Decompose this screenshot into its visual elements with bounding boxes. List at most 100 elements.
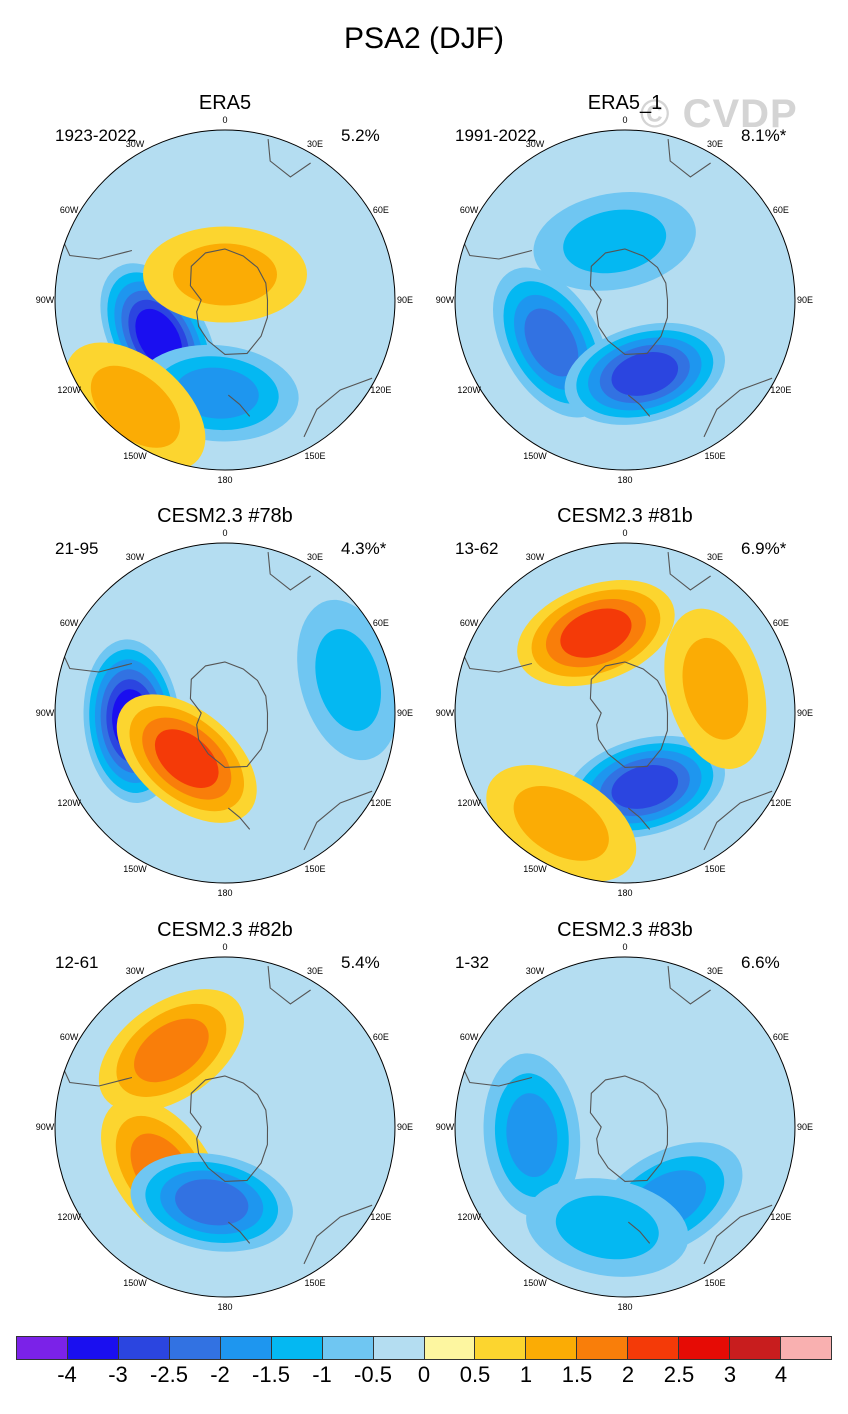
longitude-label: 180 [217, 888, 233, 898]
longitude-label: 90E [796, 295, 814, 305]
longitude-label: 150W [523, 863, 547, 874]
antarctica-coastline [589, 248, 669, 355]
africa-coastline [667, 552, 711, 591]
colorbar-swatch [628, 1337, 680, 1359]
longitude-label: 90E [396, 708, 414, 718]
colorbar-label: -4 [57, 1362, 77, 1387]
longitude-label: 30W [525, 139, 545, 150]
longitude-label: 30W [525, 966, 545, 977]
longitude-label: 60W [59, 205, 79, 215]
longitude-label: 0 [622, 528, 628, 538]
longitude-label: 0 [622, 115, 628, 125]
antarctica-coastline [189, 661, 269, 768]
panel-variance-explained: 4.3%* [341, 539, 387, 558]
map-border [54, 542, 396, 884]
panel-variance-explained: 6.6% [741, 953, 780, 972]
longitude-label: 0 [222, 528, 228, 538]
longitude-label: 120E [370, 385, 392, 395]
australia-coastline [703, 790, 773, 851]
polar-map [54, 542, 396, 884]
africa-coastline [267, 966, 311, 1005]
longitude-label: 180 [217, 475, 233, 485]
map-border [54, 129, 396, 471]
longitude-label: 90E [796, 708, 814, 718]
longitude-label: 30E [706, 966, 724, 977]
colorbar-swatch [322, 1337, 374, 1359]
colorbar-swatch [220, 1337, 272, 1359]
negative-anomaly-contour [524, 308, 579, 377]
panel-title: CESM2.3 #83b [557, 919, 693, 941]
colorbar-swatch [679, 1337, 731, 1359]
colorbar-label: 2.5 [663, 1362, 695, 1387]
longitude-label: 120W [57, 1212, 81, 1222]
map-border [454, 542, 796, 884]
panel-title: CESM2.3 #82b [157, 919, 293, 941]
longitude-label: 60W [459, 205, 479, 215]
negative-anomaly-contour [315, 629, 381, 731]
new-zealand-coastline [627, 807, 651, 830]
colorbar-swatch [271, 1337, 323, 1359]
cvdp-watermark: © CVDP [640, 92, 798, 136]
panel-period: 1991-2022 [455, 126, 537, 145]
panel-title: ERA5 [198, 92, 252, 114]
longitude-label: 90W [35, 295, 55, 305]
positive-anomaly-contour [513, 786, 609, 861]
longitude-label: 60W [459, 1032, 479, 1042]
longitude-label: 150E [704, 450, 726, 461]
longitude-label: 150W [523, 1277, 547, 1288]
longitude-label: 60E [372, 618, 389, 628]
panel-period: 21-95 [55, 539, 99, 558]
australia-coastline [703, 377, 773, 438]
longitude-label: 120E [770, 385, 792, 395]
panel-variance-explained: 6.9%* [741, 539, 787, 558]
longitude-label: 30E [706, 552, 724, 563]
panel-period: 13-62 [455, 539, 499, 558]
longitude-label: 120E [770, 798, 792, 808]
colorbar-swatch [475, 1337, 527, 1359]
colorbar-label: -1 [312, 1362, 332, 1387]
longitude-label: 60W [59, 1032, 79, 1042]
longitude-label: 150E [304, 450, 326, 461]
antarctica-coastline [589, 1075, 669, 1182]
colorbar [16, 1336, 832, 1360]
colorbar-swatch [118, 1337, 170, 1359]
longitude-label: 120W [57, 385, 81, 395]
colorbar-label: 0 [417, 1362, 431, 1387]
africa-coastline [667, 139, 711, 178]
panel-variance-explained: 5.4% [341, 953, 380, 972]
new-zealand-coastline [627, 394, 651, 417]
longitude-label: 0 [622, 942, 628, 952]
figure-title: PSA2 (DJF) [343, 22, 505, 55]
longitude-label: 30E [306, 552, 324, 563]
colorbar-label: -2 [210, 1362, 230, 1387]
longitude-label: 120W [457, 385, 481, 395]
longitude-label: 150E [704, 863, 726, 874]
positive-anomaly-contour [560, 608, 632, 658]
colorbar-swatch [169, 1337, 221, 1359]
colorbar-label: 0.5 [459, 1362, 491, 1387]
africa-coastline [267, 139, 311, 178]
longitude-label: 90E [796, 1122, 814, 1132]
australia-coastline [303, 790, 373, 851]
panel-period: 12-61 [55, 953, 99, 972]
longitude-label: 30E [306, 139, 324, 150]
longitude-label: 0 [222, 942, 228, 952]
panel-title: ERA5_1 [587, 92, 663, 114]
colorbar-swatch [17, 1337, 68, 1359]
positive-anomaly-contour [154, 729, 219, 788]
longitude-label: 150E [704, 1277, 726, 1288]
polar-map [454, 542, 796, 884]
longitude-label: 60W [59, 618, 79, 628]
longitude-label: 150E [304, 1277, 326, 1288]
positive-anomaly-contour [682, 637, 749, 740]
longitude-label: 30W [525, 552, 545, 563]
panel-variance-explained: 5.2% [341, 126, 380, 145]
antarctica-coastline [189, 248, 269, 355]
colorbar-swatch [526, 1337, 578, 1359]
panel-period: 1-32 [455, 953, 490, 972]
longitude-label: 150E [304, 863, 326, 874]
colorbar-label: 1 [519, 1362, 533, 1387]
colorbar-swatch [373, 1337, 425, 1359]
new-zealand-coastline [627, 1221, 651, 1244]
longitude-label: 60E [772, 618, 789, 628]
